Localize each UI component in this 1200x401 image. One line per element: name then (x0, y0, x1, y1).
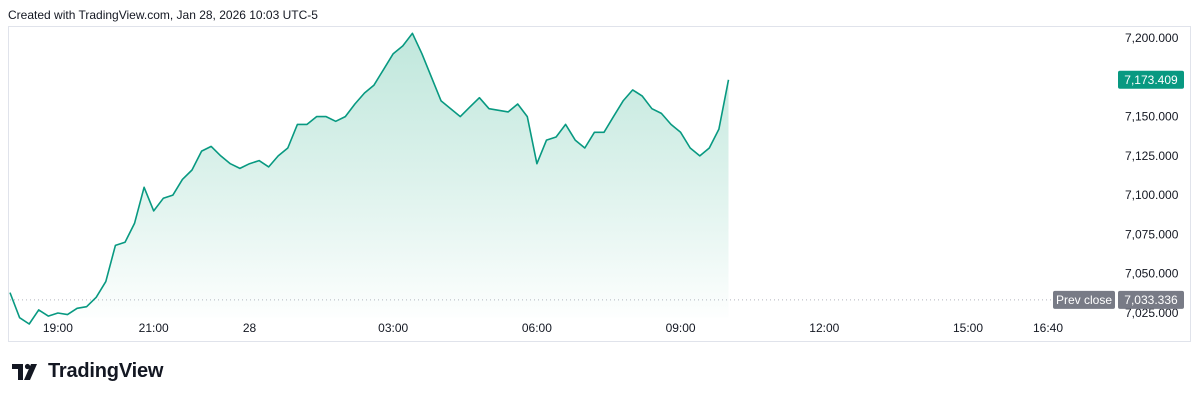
last-price-label: 7,173.409 (1124, 73, 1178, 87)
x-tick-label: 12:00 (809, 321, 839, 335)
y-tick-label: 7,075.000 (1125, 227, 1179, 241)
x-tick-label: 09:00 (666, 321, 696, 335)
x-tick-label: 15:00 (953, 321, 983, 335)
brand-name: TradingView (48, 360, 164, 382)
x-tick-label: 19:00 (43, 321, 73, 335)
prev-close-value: 7,033.336 (1124, 293, 1178, 307)
y-tick-label: 7,100.000 (1125, 188, 1179, 202)
y-tick-label: 7,025.000 (1125, 306, 1179, 320)
x-tick-label: 06:00 (522, 321, 552, 335)
tradingview-logo-icon (12, 363, 37, 380)
prev-close-name: Prev close (1056, 293, 1112, 307)
x-tick-label: 16:40 (1033, 321, 1063, 335)
price-chart[interactable]: 7,200.0007,175.0007,150.0007,125.0007,10… (0, 0, 1200, 345)
x-tick-label: 03:00 (378, 321, 408, 335)
prev-close-name-badge (1053, 290, 1115, 309)
x-tick-label: 21:00 (139, 321, 169, 335)
footer-logo[interactable]: TradingView (12, 360, 163, 383)
x-tick-label: 28 (243, 321, 257, 335)
chart-frame[interactable] (8, 26, 1191, 342)
prev-close-value-badge (1118, 290, 1184, 309)
y-tick-label: 7,050.000 (1125, 267, 1179, 281)
y-tick-label: 7,150.000 (1125, 110, 1179, 124)
last-price-badge (1118, 70, 1184, 89)
price-line (9, 32, 730, 325)
chart-credit: Created with TradingView.com, Jan 28, 20… (8, 8, 318, 22)
price-area-fill (10, 33, 729, 325)
y-tick-label: 7,125.000 (1125, 149, 1179, 163)
y-tick-label: 7,200.000 (1125, 31, 1179, 45)
